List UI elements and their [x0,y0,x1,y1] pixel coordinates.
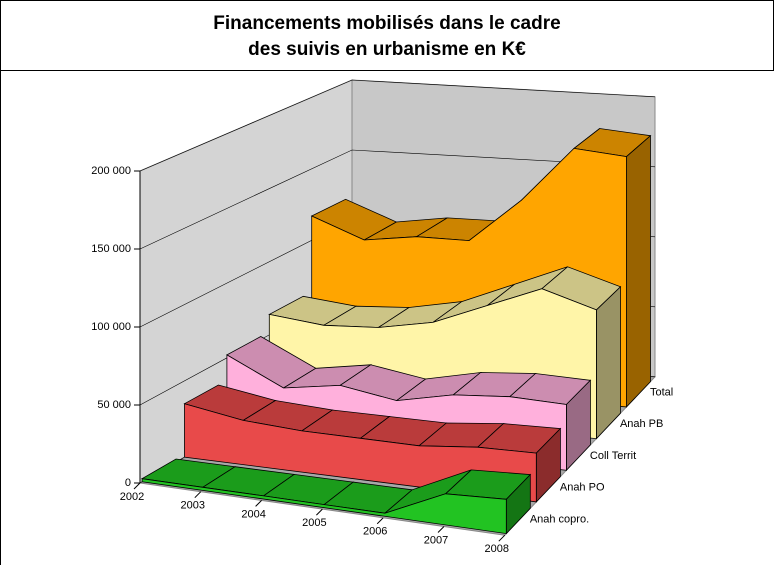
x-tick [316,508,323,516]
area-side [596,285,621,440]
series-label: Total [650,387,673,399]
x-tick [255,500,262,507]
x-tick-label: 2006 [363,526,387,538]
area-side [626,134,651,408]
y-tick-label: 100 000 [91,321,131,333]
x-tick-label: 2004 [241,508,265,520]
chart-title: Financements mobilisés dans le cadre [213,13,560,34]
chart-title: des suivis en urbanisme en K€ [248,39,526,60]
y-tick-label: 0 [125,477,131,489]
y-tick-label: 200 000 [91,165,131,177]
series-label: Anah PB [620,418,663,430]
series-label: Coll Territ [590,450,636,462]
x-tick-label: 2003 [181,500,205,512]
x-tick [376,517,384,525]
series-label: Anah PO [560,482,605,494]
plot: 0 50 000 100 000 150 000 200 000 Total Anah PB… [91,79,673,555]
x-tick-label: 2005 [302,517,326,529]
grid-line [139,79,656,172]
series-label: Anah copro. [530,513,589,525]
x-tick [133,482,141,490]
x-tick [498,534,506,542]
x-tick [194,491,202,499]
x-tick-label: 2008 [485,543,509,555]
x-tick-label: 2007 [424,534,448,546]
x-tick [437,526,445,533]
grid-line [139,149,656,250]
y-tick-label: 50 000 [97,399,131,411]
title-box [0,0,774,71]
x-tick-label: 2002 [120,491,144,503]
y-tick-label: 150 000 [91,243,131,255]
area-front [141,478,507,535]
